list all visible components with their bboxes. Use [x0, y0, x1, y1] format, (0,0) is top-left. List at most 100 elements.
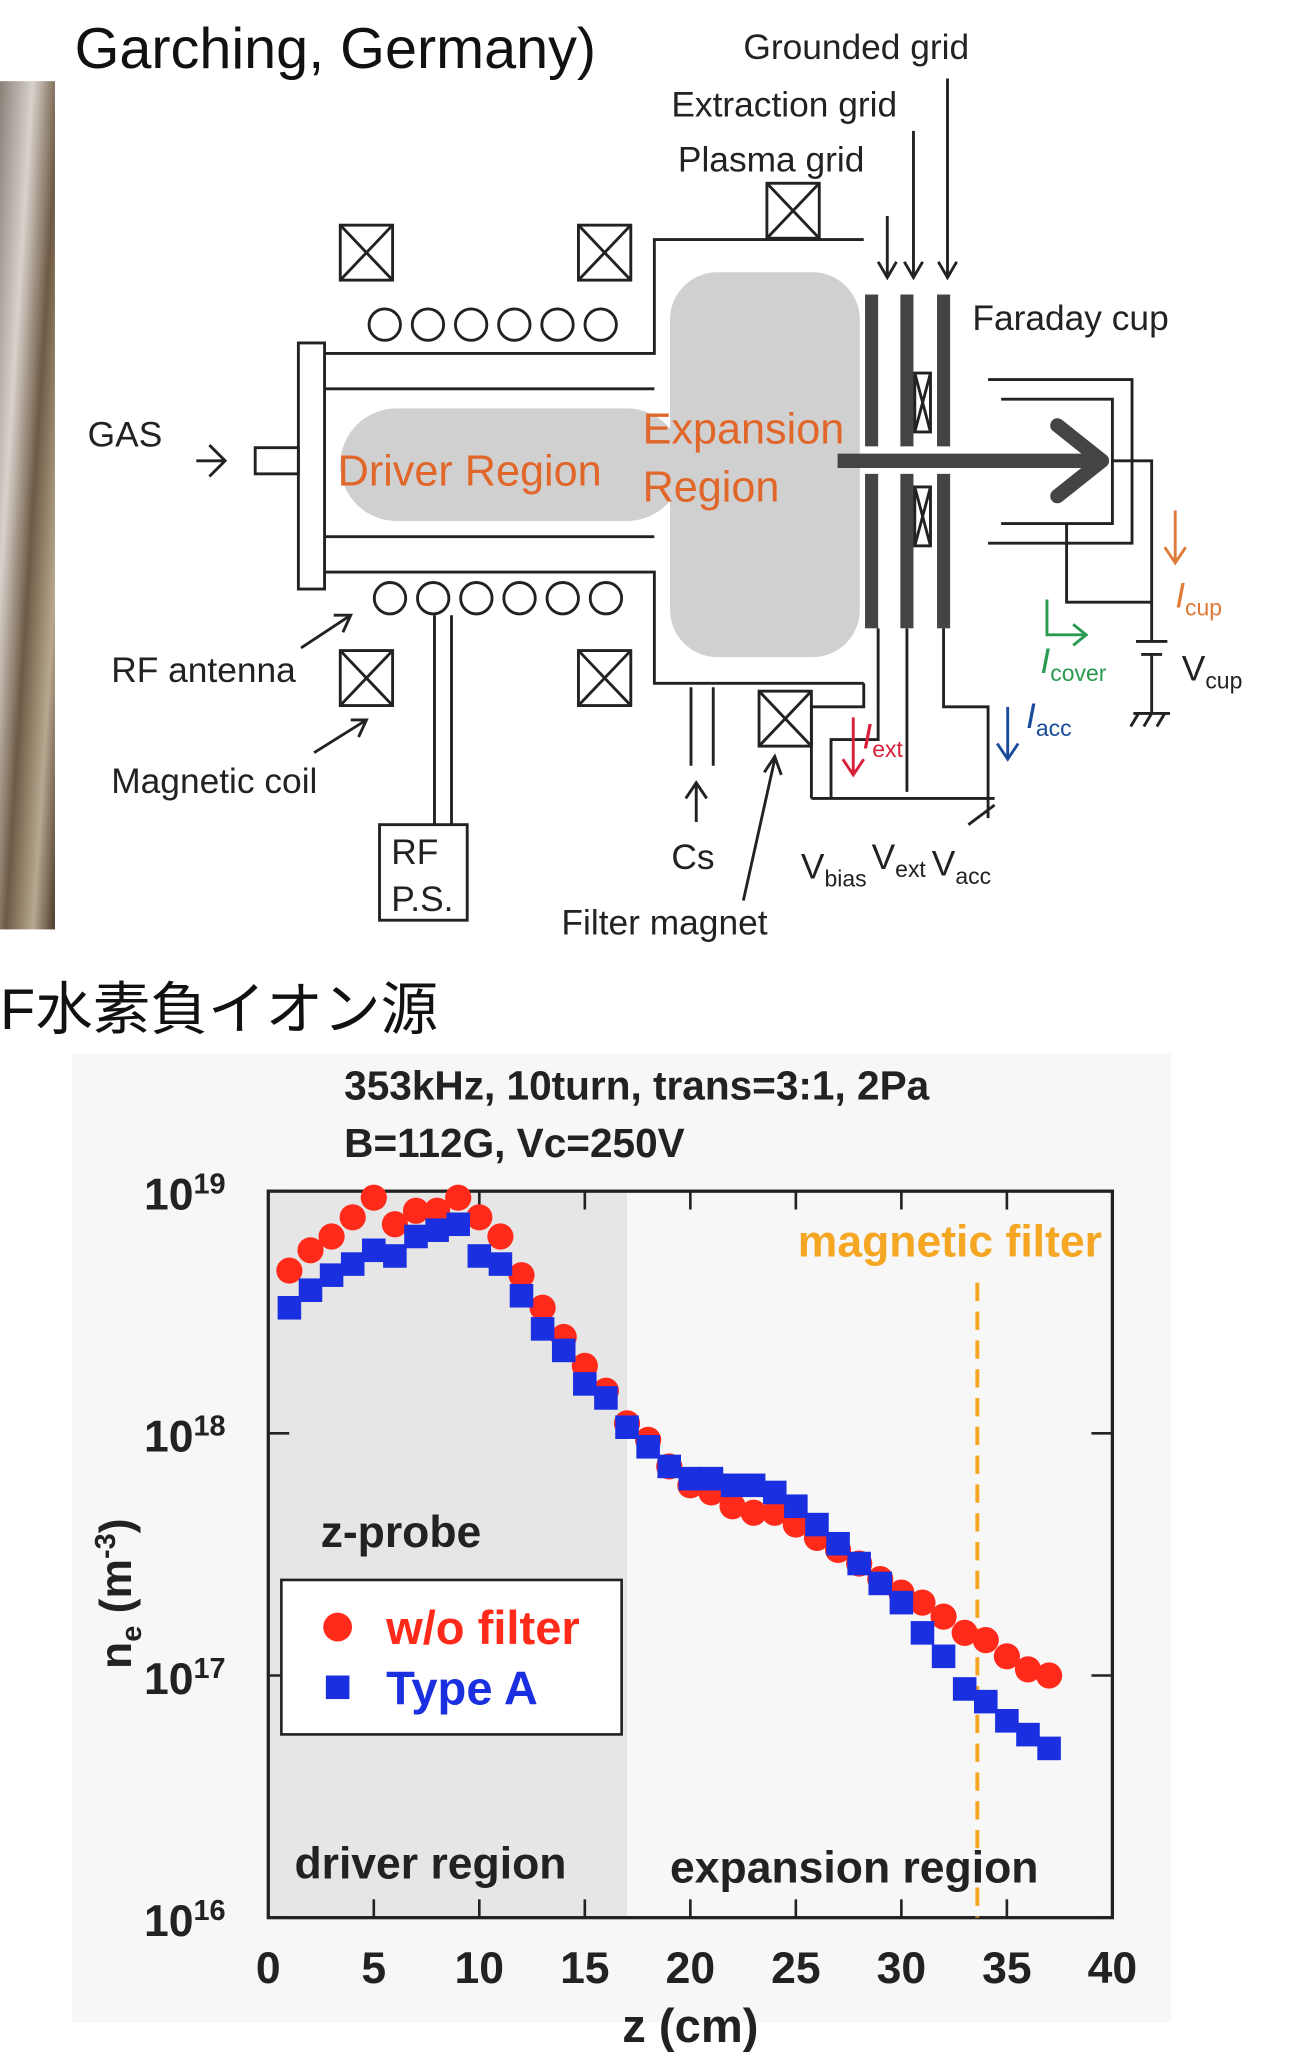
chart-title: 353kHz, 10turn, trans=3:1, 2Pa	[344, 1063, 929, 1109]
grid-pointer-heads	[876, 261, 958, 281]
x-tick-label: 30	[877, 1944, 926, 1993]
point	[972, 1627, 999, 1654]
point	[340, 1252, 365, 1276]
coil-turn	[416, 581, 451, 616]
magnet-cross	[577, 649, 632, 707]
magnet-cross	[339, 224, 394, 282]
point	[993, 1643, 1020, 1670]
point	[594, 1386, 618, 1410]
point	[761, 1499, 788, 1526]
filter-pointer	[741, 753, 783, 901]
point	[910, 1621, 935, 1645]
driver-plasma	[340, 408, 684, 521]
point	[699, 1466, 724, 1491]
magnet-cross	[765, 182, 821, 240]
point	[530, 1317, 555, 1341]
point	[974, 1689, 998, 1714]
label: Vcup​	[1182, 650, 1243, 694]
y-tick-label: 1017​	[144, 1653, 226, 1704]
point	[719, 1493, 746, 1520]
i-ext-arrow	[841, 717, 865, 778]
label: Faraday cup	[972, 299, 1168, 338]
point	[995, 1709, 1019, 1733]
point	[508, 1262, 535, 1289]
rf-antenna-coils	[367, 307, 624, 616]
coil-turn	[372, 581, 408, 616]
point	[424, 1197, 451, 1224]
label: Iacc​	[1026, 697, 1072, 741]
chamber-bottom	[324, 570, 864, 685]
diagram: Grounded grid Extraction grid Plasma gri…	[88, 28, 1243, 943]
y-tick-label: 1016​	[144, 1895, 226, 1946]
legend-marker	[325, 1675, 350, 1700]
point	[446, 1212, 470, 1237]
i-acc-arrow	[996, 706, 1020, 762]
coil-turn	[497, 307, 532, 342]
label: Vbias​	[801, 847, 867, 891]
point	[1016, 1722, 1040, 1747]
antenna-pointer	[300, 613, 353, 650]
point	[425, 1218, 449, 1242]
gas-arrow	[196, 444, 228, 478]
legend-label: w/o filter	[385, 1601, 580, 1654]
point	[487, 1223, 514, 1250]
point	[319, 1263, 344, 1287]
label: Vacc​	[932, 845, 991, 889]
legend	[280, 1578, 623, 1736]
circuit	[809, 628, 996, 826]
point	[909, 1589, 936, 1616]
coil-turn	[583, 307, 618, 342]
magnet-cross	[577, 224, 632, 282]
point	[551, 1338, 576, 1363]
label: Iext​	[862, 718, 903, 762]
point	[509, 1283, 534, 1308]
y-axis-label: ne​ (m-3​)	[90, 1518, 148, 1669]
coil-turn	[502, 581, 537, 616]
point	[615, 1415, 639, 1439]
grids	[865, 294, 951, 629]
label: Expansion	[643, 406, 845, 454]
label: Plasma grid	[678, 140, 865, 179]
photo-strip	[0, 81, 55, 930]
x-axis-label: z (cm)	[622, 1999, 758, 2052]
annotation: expansion region	[670, 1843, 1038, 1892]
beam-arrow-head	[1050, 418, 1110, 504]
label: Cs	[671, 838, 714, 877]
expansion-plasma	[670, 272, 860, 658]
point	[847, 1551, 871, 1576]
point	[488, 1252, 513, 1276]
chart: 353kHz, 10turn, trans=3:1, 2Pa B=112G, V…	[71, 1053, 1172, 2052]
point	[1036, 1662, 1063, 1689]
y-tick-label: 1018​	[144, 1411, 226, 1462]
label: Driver Region	[338, 448, 602, 496]
legend-label: Type A	[386, 1661, 538, 1714]
label: GAS	[88, 415, 163, 454]
label: Extraction grid	[671, 85, 897, 124]
point	[445, 1184, 472, 1211]
point	[784, 1494, 808, 1519]
annotation: z-probe	[321, 1508, 482, 1557]
point	[381, 1211, 408, 1238]
point	[339, 1204, 366, 1231]
point	[277, 1295, 302, 1320]
gas-inlet	[253, 446, 300, 476]
point	[573, 1372, 597, 1396]
point	[467, 1244, 492, 1268]
point	[404, 1224, 428, 1249]
coil-turn	[453, 307, 489, 342]
label: RF	[391, 833, 438, 872]
coil-turn	[367, 307, 402, 342]
coil-turn	[545, 581, 580, 616]
point	[740, 1499, 767, 1526]
point	[952, 1677, 977, 1701]
point	[930, 1603, 957, 1630]
i-cover-arrow	[1045, 599, 1089, 647]
label: Vext​	[872, 838, 927, 882]
x-tick-label: 15	[560, 1944, 609, 1993]
annotation: driver region	[294, 1839, 566, 1888]
caption: F水素負イオン源	[0, 978, 438, 1042]
driver-region-shade	[268, 1191, 628, 1918]
magnet	[577, 223, 633, 282]
